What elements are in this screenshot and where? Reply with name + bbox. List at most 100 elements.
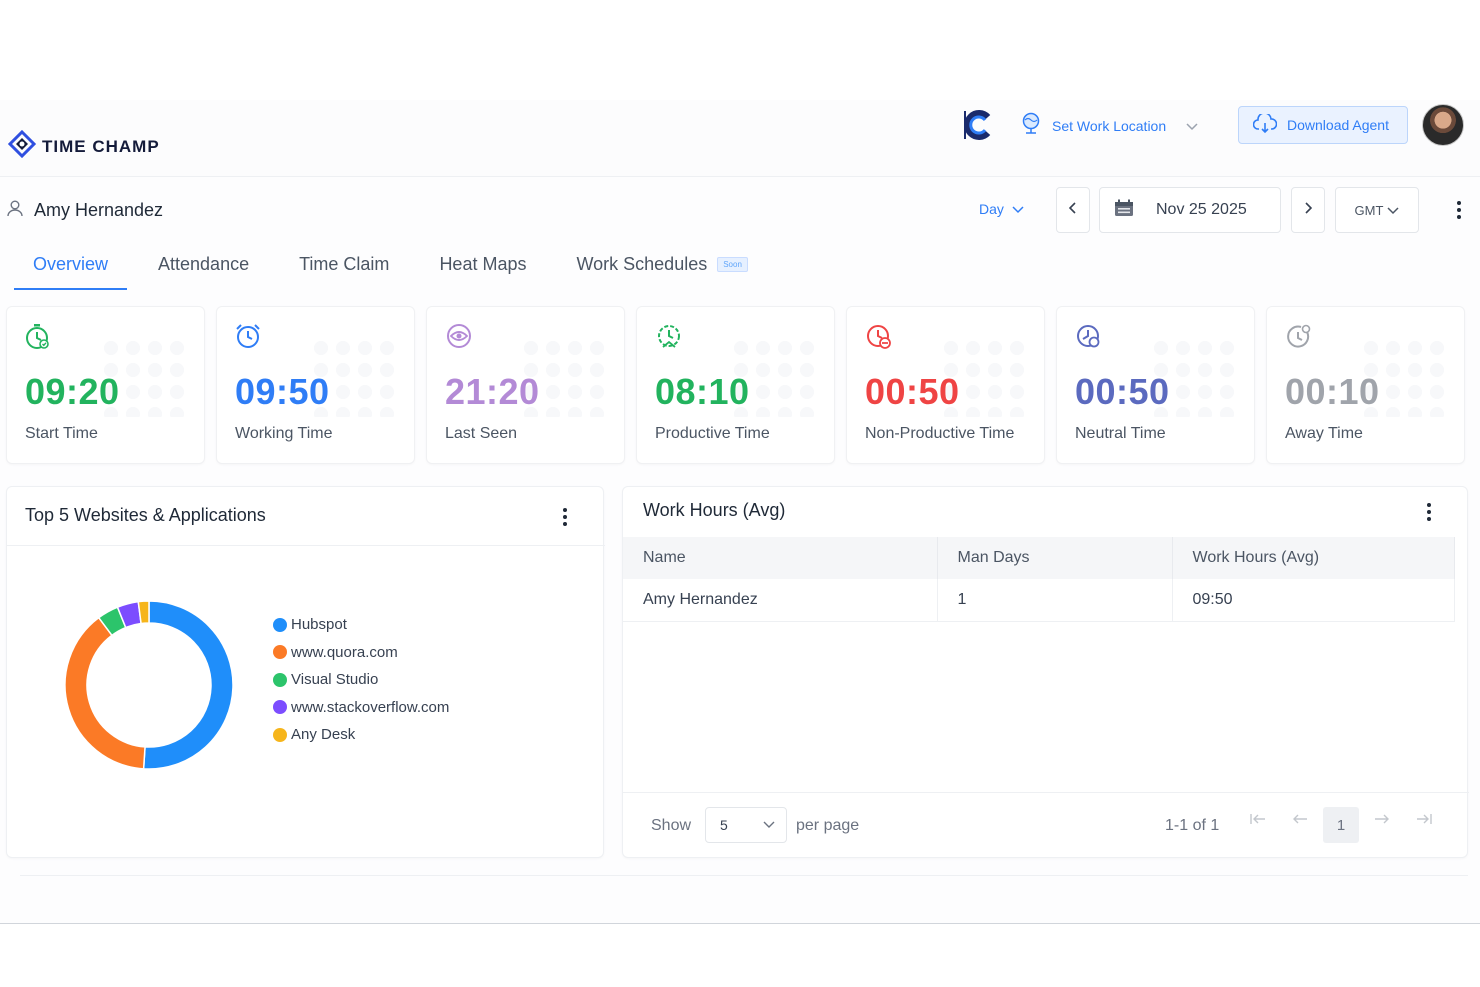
legend-label: www.quora.com <box>291 643 398 661</box>
work-hours-more-icon[interactable] <box>1423 503 1435 521</box>
last-page-icon[interactable] <box>1415 812 1433 831</box>
integration-c-icon[interactable] <box>962 108 994 147</box>
show-label: Show <box>651 817 692 834</box>
card-background-pattern <box>940 337 1030 417</box>
tab-attendance-label: Attendance <box>158 253 250 274</box>
card-background-pattern <box>1360 337 1450 417</box>
chevron-down-icon <box>1387 203 1399 218</box>
working-time-value: 09:50 <box>235 371 330 412</box>
chevron-down-icon <box>1186 118 1198 134</box>
card-background-pattern <box>520 337 610 417</box>
chevron-down-icon <box>762 817 776 834</box>
top-apps-legend: Hubspot www.quora.com Visual Studio www.… <box>273 611 449 749</box>
panel-divider <box>7 545 605 546</box>
work-hours-panel: Work Hours (Avg) Name Man Days Work Hour… <box>622 486 1469 858</box>
neutral-time-label: Neutral Time <box>1075 425 1166 442</box>
tab-time-claim[interactable]: Time Claim <box>280 238 408 290</box>
employee-name: Amy Hernandez <box>34 200 164 220</box>
tab-attendance[interactable]: Attendance <box>139 238 268 290</box>
top-apps-donut-chart <box>64 600 234 770</box>
cloud-download-icon <box>1252 111 1278 137</box>
download-agent-button[interactable]: Download Agent <box>1238 106 1408 144</box>
next-date-button[interactable] <box>1291 187 1325 233</box>
tab-work-schedules[interactable]: Work Schedules Soon <box>557 238 766 290</box>
legend-label: www.stackoverflow.com <box>291 698 450 716</box>
employee-selector[interactable]: Amy Hernandez <box>6 199 163 222</box>
legend-dot <box>273 617 287 632</box>
pagination-range: 1-1 of 1 <box>1165 817 1220 834</box>
legend-item-visual-studio[interactable]: Visual Studio <box>273 666 449 694</box>
per-page-select[interactable]: 5 <box>705 807 787 843</box>
stat-cards: 09:20 Start Time 09:50 Working Time 21:2… <box>6 306 1465 464</box>
non-productive-clock-icon <box>865 323 893 356</box>
cell-name: Amy Hernandez <box>623 579 938 622</box>
stat-card-last-seen: 21:20 Last Seen <box>426 306 625 464</box>
donut-slice-any-desk[interactable] <box>137 600 150 625</box>
stat-card-away-time: 00:10 Away Time <box>1266 306 1465 464</box>
neutral-clock-icon <box>1075 323 1103 356</box>
previous-date-button[interactable] <box>1056 187 1090 233</box>
tab-work-schedules-label: Work Schedules <box>576 253 708 274</box>
cell-work-hours: 09:50 <box>1172 579 1455 622</box>
chevron-left-icon <box>1068 201 1077 219</box>
per-page-label: per page <box>796 817 860 834</box>
work-hours-title: Work Hours (Avg) <box>643 500 786 520</box>
legend-dot <box>273 672 287 687</box>
stat-card-neutral-time: 00:50 Neutral Time <box>1056 306 1255 464</box>
tab-overview[interactable]: Overview <box>14 238 128 290</box>
table-row[interactable]: Amy Hernandez 1 09:50 <box>623 579 1455 622</box>
alarm-clock-icon <box>235 323 261 354</box>
user-avatar[interactable] <box>1422 104 1464 146</box>
legend-dot <box>273 645 287 660</box>
tab-heat-maps-label: Heat Maps <box>439 253 527 274</box>
per-page-value: 5 <box>720 817 728 833</box>
neutral-time-value: 00:50 <box>1075 371 1170 412</box>
top-apps-more-icon[interactable] <box>559 508 571 526</box>
date-picker[interactable]: Nov 25 2025 <box>1099 187 1281 233</box>
user-header: Amy Hernandez Day <box>0 187 1480 237</box>
column-header-man-days[interactable]: Man Days <box>937 537 1173 579</box>
table-header-row: Name Man Days Work Hours (Avg) <box>623 537 1455 579</box>
work-hours-table: Name Man Days Work Hours (Avg) Amy Herna… <box>623 537 1455 622</box>
stat-card-working-time: 09:50 Working Time <box>216 306 415 464</box>
top-bar: TIME CHAMP Set Work Location <box>0 100 1480 177</box>
legend-item-hubspot[interactable]: Hubspot <box>273 611 449 639</box>
card-background-pattern <box>1150 337 1240 417</box>
set-work-location-dropdown[interactable]: Set Work Location <box>1020 112 1198 139</box>
eye-icon <box>445 323 473 354</box>
stat-card-start-time: 09:20 Start Time <box>6 306 205 464</box>
legend-label: Visual Studio <box>291 671 379 689</box>
start-time-value: 09:20 <box>25 371 120 412</box>
more-options-icon[interactable] <box>1453 201 1465 219</box>
column-header-work-hours[interactable]: Work Hours (Avg) <box>1172 537 1455 579</box>
productive-time-label: Productive Time <box>655 425 770 442</box>
tab-heat-maps[interactable]: Heat Maps <box>420 238 545 290</box>
non-productive-time-value: 00:50 <box>865 371 960 412</box>
location-globe-icon <box>1020 112 1042 139</box>
tab-overview-label: Overview <box>33 253 109 274</box>
set-work-location-label: Set Work Location <box>1052 117 1167 134</box>
previous-page-icon[interactable] <box>1291 812 1309 831</box>
cell-man-days: 1 <box>937 579 1173 622</box>
timezone-dropdown[interactable]: GMT <box>1335 187 1419 233</box>
productive-time-value: 08:10 <box>655 371 750 412</box>
column-header-name[interactable]: Name <box>623 537 938 579</box>
legend-item-any-desk[interactable]: Any Desk <box>273 721 449 749</box>
last-seen-label: Last Seen <box>445 425 518 442</box>
current-page-button[interactable]: 1 <box>1323 807 1359 843</box>
legend-item-stackoverflow[interactable]: www.stackoverflow.com <box>273 694 449 722</box>
first-page-icon[interactable] <box>1249 812 1267 831</box>
stat-card-non-productive-time: 00:50 Non-Productive Time <box>846 306 1045 464</box>
calendar-icon <box>1114 199 1134 222</box>
away-time-value: 00:10 <box>1285 371 1380 412</box>
period-dropdown[interactable]: Day <box>979 201 1024 217</box>
donut-slice-www-quora-com[interactable] <box>64 616 146 770</box>
last-seen-value: 21:20 <box>445 371 540 412</box>
next-page-icon[interactable] <box>1373 812 1391 831</box>
start-time-label: Start Time <box>25 425 98 442</box>
legend-item-quora[interactable]: www.quora.com <box>273 639 449 667</box>
donut-slice-hubspot[interactable] <box>142 600 234 770</box>
soon-badge: Soon <box>717 256 748 272</box>
download-agent-label: Download Agent <box>1287 117 1389 133</box>
logo[interactable]: TIME CHAMP <box>7 129 160 163</box>
